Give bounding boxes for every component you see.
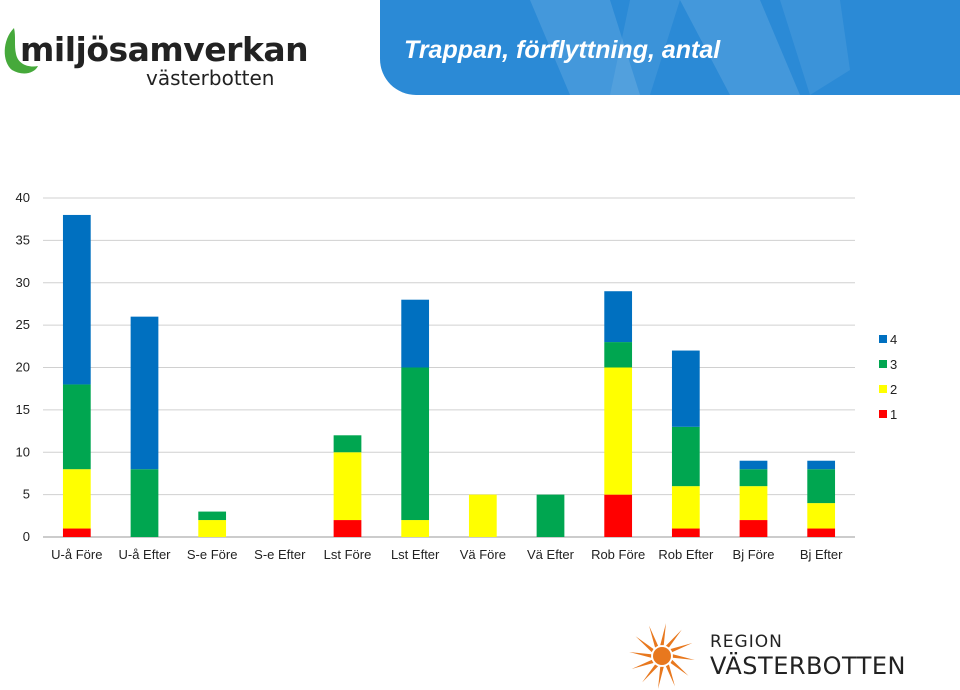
page-title: Trappan, förflyttning, antal: [404, 36, 721, 64]
y-tick-label: 40: [16, 190, 30, 205]
sun-icon: [629, 623, 695, 689]
bar-segment: [604, 291, 633, 343]
legend-label: 4: [890, 332, 897, 347]
legend-label: 2: [890, 382, 897, 397]
logo-main-text: miljösamverkan: [20, 30, 309, 69]
y-tick-label: 10: [16, 444, 30, 459]
legend-swatch: [879, 360, 887, 368]
bar-segment: [333, 435, 362, 453]
leaf-icon: [4, 28, 38, 74]
bar-segment: [401, 367, 430, 521]
bar-segment: [62, 384, 91, 470]
bar-segment: [62, 528, 91, 537]
bar-segment: [739, 520, 768, 537]
x-category-label: S-e Före: [187, 547, 238, 562]
bar-segment: [671, 426, 700, 487]
miljosamverkan-logo: miljösamverkan västerbotten: [0, 18, 309, 90]
bar-segment: [807, 469, 836, 504]
legend-swatch: [879, 335, 887, 343]
bar-segment: [333, 520, 362, 537]
bar-segment: [604, 367, 633, 495]
x-category-label: Rob Före: [591, 547, 645, 562]
x-category-label: U-å Före: [51, 547, 102, 562]
bar-segment: [604, 494, 633, 537]
y-axis-ticks: 0 5 10 15 20 25 30 35 40: [16, 190, 30, 544]
x-axis-labels: U-å Före U-å Efter S-e Före S-e Efter Lst Fö…: [51, 547, 843, 562]
bar-segment: [468, 494, 497, 537]
x-category-label: Rob Efter: [658, 547, 714, 562]
bar-segment: [739, 469, 768, 487]
bar-segment: [671, 486, 700, 529]
legend-label: 1: [890, 407, 897, 422]
x-category-label: Lst Efter: [391, 547, 440, 562]
legend-label: 3: [890, 357, 897, 372]
x-category-label: Vä Före: [460, 547, 506, 562]
y-tick-label: 15: [16, 402, 30, 417]
bar-segment: [130, 469, 159, 537]
legend-swatch: [879, 385, 887, 393]
x-category-label: Lst Före: [324, 547, 372, 562]
chart-legend: 4 3 2 1: [879, 332, 897, 422]
bar-segment: [536, 494, 565, 537]
x-category-label: Bj Före: [733, 547, 775, 562]
bar-segment: [401, 520, 430, 537]
x-category-label: U-å Efter: [118, 547, 171, 562]
header-decoration: [530, 0, 850, 95]
legend-swatch: [879, 410, 887, 418]
chart-grid: [43, 197, 855, 538]
bar-segment: [604, 342, 633, 368]
y-tick-label: 35: [16, 232, 30, 247]
chart-bars: [62, 214, 836, 537]
bar-segment: [401, 299, 430, 368]
header-panel: Trappan, förflyttning, antal: [380, 0, 960, 95]
x-category-label: S-e Efter: [254, 547, 306, 562]
x-category-label: Vä Efter: [527, 547, 575, 562]
y-tick-label: 30: [16, 275, 30, 290]
region-vasterbotten-logo: REGION VÄSTERBOTTEN: [626, 620, 926, 690]
bar-segment: [807, 528, 836, 537]
y-tick-label: 5: [23, 487, 30, 502]
logo-sub-text: västerbotten: [146, 66, 275, 90]
bar-segment: [62, 214, 91, 385]
y-tick-label: 25: [16, 317, 30, 332]
stacked-bar-chart: 0 5 10 15 20 25 30 35 40 U-å Före U-å Efter S-e Fö…: [16, 190, 898, 562]
bar-segment: [198, 520, 227, 537]
bar-segment: [739, 460, 768, 470]
bar-segment: [671, 350, 700, 427]
x-category-label: Bj Efter: [800, 547, 843, 562]
bar-segment: [807, 503, 836, 529]
bar-segment: [739, 486, 768, 521]
bar-segment: [130, 316, 159, 470]
y-tick-label: 0: [23, 529, 30, 544]
bar-segment: [671, 528, 700, 537]
bar-segment: [333, 452, 362, 521]
bar-segment: [62, 469, 91, 529]
footer-logo-line2: VÄSTERBOTTEN: [710, 652, 906, 680]
footer-logo-line1: REGION: [710, 632, 783, 652]
bar-segment: [198, 511, 227, 521]
bar-segment: [807, 460, 836, 470]
y-tick-label: 20: [16, 360, 30, 375]
